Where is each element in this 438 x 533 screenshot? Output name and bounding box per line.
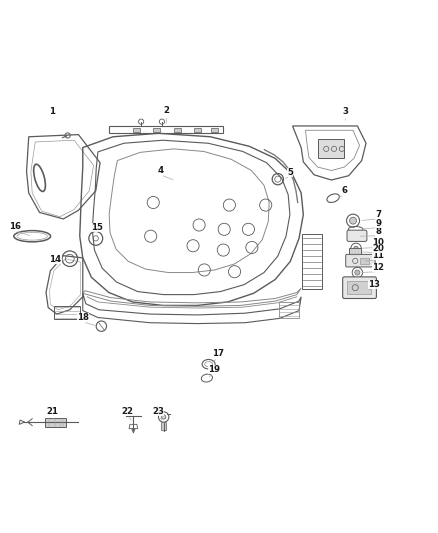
Text: 13: 13 — [368, 280, 380, 289]
Text: 8: 8 — [375, 227, 381, 236]
Text: 22: 22 — [121, 407, 133, 416]
Bar — [174, 128, 181, 132]
Text: 18: 18 — [77, 313, 89, 322]
FancyBboxPatch shape — [347, 230, 367, 241]
Bar — [153, 128, 160, 132]
Text: 2: 2 — [163, 106, 169, 115]
Text: 20: 20 — [372, 244, 384, 253]
Circle shape — [355, 270, 360, 275]
Text: 19: 19 — [208, 365, 220, 374]
Polygon shape — [132, 429, 135, 433]
Text: 10: 10 — [372, 238, 384, 247]
Bar — [194, 128, 201, 132]
Circle shape — [354, 246, 358, 251]
Bar — [360, 258, 370, 264]
Bar — [279, 302, 299, 318]
Text: 11: 11 — [372, 251, 384, 260]
Text: 4: 4 — [158, 166, 164, 175]
Bar — [134, 128, 140, 132]
Bar — [303, 235, 322, 289]
Circle shape — [350, 217, 357, 224]
Text: 12: 12 — [372, 263, 384, 272]
Text: 7: 7 — [375, 210, 381, 219]
Bar — [347, 281, 371, 294]
Bar — [45, 418, 66, 426]
Bar — [211, 128, 218, 132]
FancyBboxPatch shape — [346, 254, 375, 267]
Text: 1: 1 — [49, 107, 56, 116]
Circle shape — [162, 415, 166, 419]
Text: 6: 6 — [341, 185, 347, 195]
Bar — [161, 422, 166, 430]
Text: 23: 23 — [152, 407, 164, 416]
Text: 5: 5 — [287, 167, 293, 176]
Text: 21: 21 — [46, 407, 59, 416]
Text: 9: 9 — [375, 219, 381, 228]
Bar — [349, 248, 361, 256]
Text: 14: 14 — [49, 255, 62, 264]
Text: 16: 16 — [9, 222, 21, 231]
FancyBboxPatch shape — [343, 277, 376, 298]
Text: 3: 3 — [342, 107, 348, 116]
Bar — [318, 139, 344, 158]
Text: 15: 15 — [91, 223, 103, 232]
Text: 17: 17 — [212, 349, 224, 358]
